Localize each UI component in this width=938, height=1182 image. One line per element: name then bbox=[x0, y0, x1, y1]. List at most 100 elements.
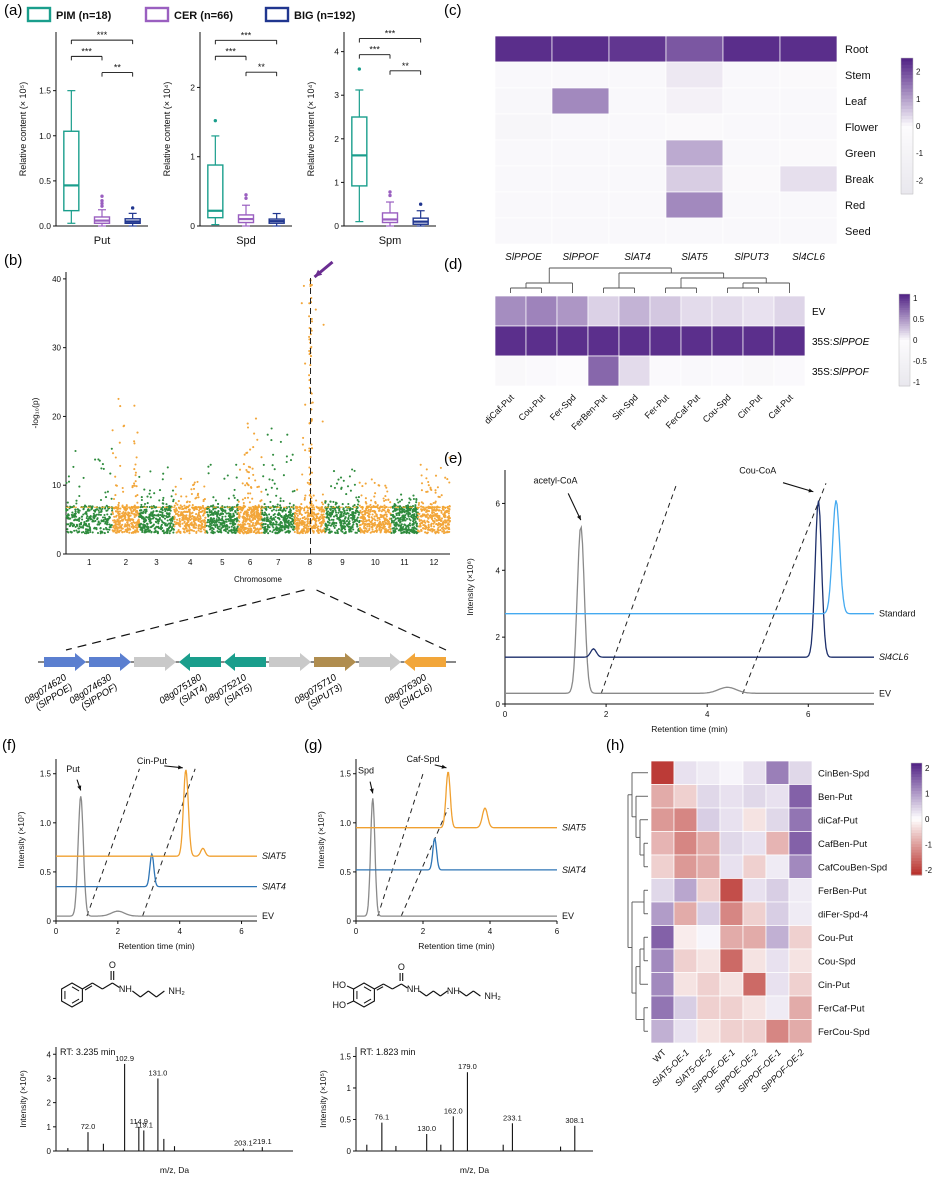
colorbar-tick: 2 bbox=[925, 764, 930, 773]
atom-nh: NH bbox=[119, 984, 132, 994]
trace-SlAT5 bbox=[356, 771, 557, 829]
significance-label: *** bbox=[369, 45, 380, 55]
row-label: CafCouBen-Spd bbox=[818, 862, 887, 873]
row-label: Leaf bbox=[845, 96, 867, 108]
colorbar-tick: -1 bbox=[913, 378, 921, 387]
x-tick: 6 bbox=[555, 927, 560, 936]
y-tick: 1 bbox=[334, 177, 339, 187]
gene-arrow bbox=[89, 653, 131, 671]
y-tick: 0 bbox=[47, 917, 52, 926]
y-tick: 4 bbox=[47, 1050, 52, 1059]
y-axis-label: Intensity (×10⁶) bbox=[18, 1070, 28, 1128]
y-axis-label: Intensity (×10⁵) bbox=[318, 1070, 328, 1128]
gene-label: 08g074620(SlPPOE) bbox=[23, 672, 76, 716]
atom-ho: HO bbox=[333, 980, 347, 990]
atom-nh: NH bbox=[407, 984, 420, 994]
row-label: Cou-Put bbox=[818, 933, 853, 944]
panel-label-e: (e) bbox=[444, 450, 463, 467]
y-tick: 2 bbox=[334, 134, 339, 144]
col-label: WT bbox=[651, 1047, 668, 1064]
x-tick: 4 bbox=[488, 927, 493, 936]
y-tick: 2 bbox=[47, 1099, 52, 1108]
panel-label-b: (b) bbox=[4, 252, 23, 269]
x-tick: 0 bbox=[54, 927, 59, 936]
row-label: Break bbox=[845, 174, 874, 186]
y-tick: 20 bbox=[52, 412, 61, 421]
significance-label: *** bbox=[97, 30, 108, 40]
mz-label: 76.1 bbox=[375, 1113, 390, 1122]
colorbar-tick: 1 bbox=[916, 95, 921, 104]
y-tick: 30 bbox=[52, 344, 61, 353]
significance-label: *** bbox=[241, 30, 252, 40]
chromosome-tick: 8 bbox=[308, 558, 313, 567]
trace-EV bbox=[356, 798, 557, 917]
y-axis-label: Relative content (× 10⁴) bbox=[306, 82, 316, 177]
y-tick: 1.0 bbox=[40, 819, 52, 828]
y-tick: 1.5 bbox=[340, 1052, 352, 1061]
row-label: Ben-Put bbox=[818, 792, 853, 803]
y-tick: 10 bbox=[52, 481, 61, 490]
chromosome-tick: 11 bbox=[400, 558, 409, 567]
gene-label: 08g075180(SlAT4) bbox=[158, 672, 211, 716]
y-tick: 0 bbox=[347, 917, 352, 926]
trace-SlAT5 bbox=[56, 769, 257, 857]
trace-label: EV bbox=[562, 911, 574, 921]
colorbar-tick: -2 bbox=[925, 866, 933, 875]
row-label: Cin-Put bbox=[818, 980, 850, 991]
row-label: FerCou-Spd bbox=[818, 1027, 870, 1038]
mz-label: 130.0 bbox=[417, 1124, 436, 1133]
y-tick: 2 bbox=[190, 82, 195, 92]
boxplot-put: 0.0 0.5 1.0 1.5 Relative content (× 10⁵) Put *… bbox=[18, 30, 148, 247]
x-tick: 6 bbox=[806, 710, 811, 719]
panel-label-f: (f) bbox=[2, 737, 17, 754]
row-label: FerBen-Put bbox=[818, 886, 867, 897]
oe-lines-heatmap: CinBen-Spd Ben-Put diCaf-Put CafBen-Put CafC… bbox=[627, 760, 933, 1095]
gene-diagram: 08g074620(SlPPOE)08g074630(SlPPOF) 08g075… bbox=[23, 589, 456, 716]
y-tick: 1.5 bbox=[40, 770, 52, 779]
panel-e-chromatogram-canvas: 0 2 4 6 0 2 4 6 Intensity (×10⁶) Retention time (… bbox=[465, 465, 916, 734]
trace-label: EV bbox=[879, 688, 891, 698]
caf-spd-structure: HO HO O NH NH NH₂ bbox=[333, 962, 502, 1010]
manhattan-points-chr10 bbox=[358, 478, 392, 534]
col-label: SlPPOE bbox=[505, 252, 542, 263]
x-axis-label: Retention time (min) bbox=[651, 724, 728, 734]
y-tick: 3 bbox=[334, 90, 339, 100]
trace-EV bbox=[56, 796, 257, 917]
chromatogram: 0 2 4 6 0 2 4 6 Intensity (×10⁶) Retention time (… bbox=[465, 465, 916, 734]
manhattan-points-chr1 bbox=[65, 447, 114, 535]
chromosome-tick: 6 bbox=[248, 558, 253, 567]
manhattan-points-chr11 bbox=[390, 493, 419, 535]
mz-label: 114.9 bbox=[130, 1117, 148, 1126]
gene-arrow bbox=[134, 653, 176, 671]
y-tick: 1.5 bbox=[340, 770, 352, 779]
x-tick: 4 bbox=[705, 710, 710, 719]
col-label: Sin-Spd bbox=[610, 392, 640, 422]
row-label: CafBen-Put bbox=[818, 839, 867, 850]
panel-b-gene-diagram-canvas: 08g074620(SlPPOE)08g074630(SlPPOF) 08g075… bbox=[23, 589, 456, 716]
chromatogram: 0 2 4 6 0 0.5 1.0 1.5 Intensity (×10⁵) Retention … bbox=[316, 754, 587, 951]
row-label: FerCaf-Put bbox=[818, 1003, 865, 1014]
trace-label: SlAT4 bbox=[262, 882, 286, 892]
peak-annotation: Cin-Put bbox=[137, 756, 168, 766]
trace-label: Sl4CL6 bbox=[879, 652, 909, 662]
trace-label: EV bbox=[262, 911, 274, 921]
gene-arrow bbox=[179, 653, 221, 671]
chromosome-tick: 4 bbox=[188, 558, 193, 567]
y-tick: 1.0 bbox=[39, 131, 51, 141]
mz-label: 179.0 bbox=[458, 1062, 477, 1071]
mz-label: 233.1 bbox=[503, 1113, 522, 1122]
y-tick: 1 bbox=[47, 1123, 52, 1132]
x-tick: 4 bbox=[177, 927, 182, 936]
y-axis-label: Intensity (×10⁶) bbox=[465, 558, 475, 616]
gene-arrow bbox=[44, 653, 86, 671]
manhattan-points-chr2 bbox=[111, 397, 141, 534]
legend-label: PIM (n=18) bbox=[56, 10, 112, 22]
y-tick: 0 bbox=[347, 1147, 352, 1156]
y-tick: 0 bbox=[496, 700, 501, 709]
chromosome-tick: 1 bbox=[87, 558, 92, 567]
row-label: EV bbox=[812, 307, 826, 318]
y-tick: 6 bbox=[496, 499, 501, 508]
x-axis-label: Retention time (min) bbox=[418, 941, 495, 951]
y-axis-label: Relative content (× 10⁵) bbox=[18, 82, 28, 177]
